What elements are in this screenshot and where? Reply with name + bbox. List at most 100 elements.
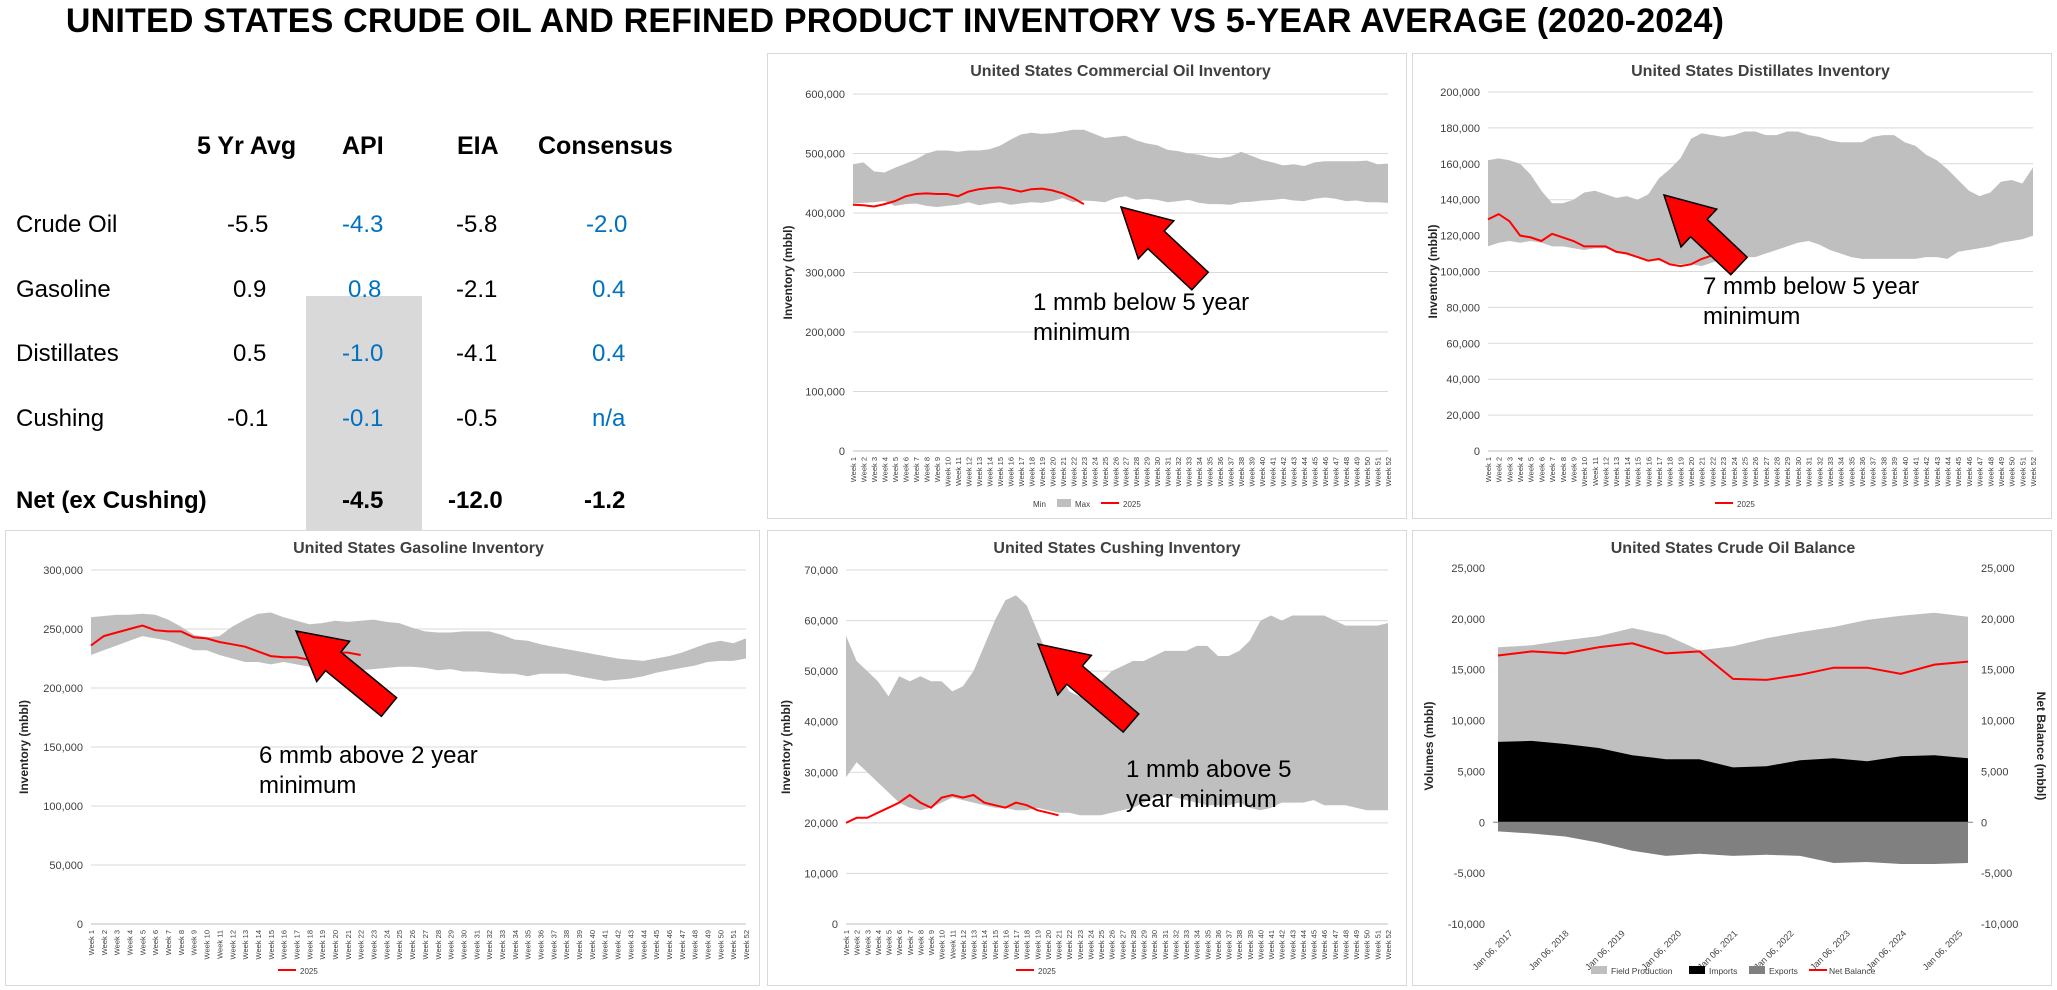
x-tick-label: Week 41 bbox=[1269, 457, 1278, 486]
x-tick-label: Week 31 bbox=[472, 930, 481, 959]
x-tick-label: Week 13 bbox=[241, 930, 250, 959]
x-tick-label: Week 16 bbox=[1644, 457, 1653, 486]
x-tick-label: Week 29 bbox=[447, 930, 456, 959]
annotation-text: year minimum bbox=[1126, 786, 1277, 813]
x-tick-label: Week 38 bbox=[562, 930, 571, 959]
x-tick-label: Week 25 bbox=[1101, 457, 1110, 486]
x-tick-label: Week 26 bbox=[408, 930, 417, 959]
y-tick-label: 25,000 bbox=[1451, 563, 1485, 575]
x-tick-label: Week 7 bbox=[1548, 457, 1557, 482]
gasoline-consensus: 0.4 bbox=[592, 276, 626, 303]
x-tick-label: Week 27 bbox=[1122, 457, 1131, 486]
x-tick-label: Week 25 bbox=[395, 930, 404, 959]
legend-2025-label: 2025 bbox=[1123, 500, 1141, 509]
x-tick-label: Week 23 bbox=[1719, 457, 1728, 486]
x-tick-label: Week 15 bbox=[267, 930, 276, 959]
header-consensus: Consensus bbox=[538, 132, 673, 160]
x-tick-label: Week 17 bbox=[292, 930, 301, 959]
x-tick-label: Jan 06, 2017 bbox=[1471, 928, 1515, 972]
x-tick-label: Week 9 bbox=[1569, 457, 1578, 482]
api-column-highlight bbox=[306, 296, 422, 554]
y-tick-label: 10,000 bbox=[1451, 716, 1485, 728]
x-tick-label: Week 12 bbox=[959, 930, 968, 959]
x-tick-label: Week 48 bbox=[1342, 457, 1351, 486]
y-tick-label-right: 20,000 bbox=[1981, 614, 2015, 626]
x-tick-label: Week 36 bbox=[1858, 457, 1867, 486]
x-tick-label: Week 45 bbox=[1954, 457, 1963, 486]
y-tick-label: 0 bbox=[839, 446, 845, 458]
x-tick-label: Week 41 bbox=[601, 930, 610, 959]
gasoline-avg: 0.9 bbox=[233, 276, 267, 303]
x-tick-label: Jan 06, 2025 bbox=[1921, 928, 1965, 972]
annotation-text: minimum bbox=[1703, 303, 1800, 330]
x-tick-label: Week 9 bbox=[927, 930, 936, 955]
x-tick-label: Week 1 bbox=[1484, 457, 1493, 482]
net-label: Net (ex Cushing) bbox=[16, 487, 207, 514]
y-tick-label: 20,000 bbox=[1451, 614, 1485, 626]
row-label-crude: Crude Oil bbox=[16, 211, 118, 238]
y-tick-label: 50,000 bbox=[804, 666, 838, 678]
x-tick-label: Week 13 bbox=[1612, 457, 1621, 486]
y-tick-label: 60,000 bbox=[804, 616, 838, 628]
x-tick-label: Week 43 bbox=[1290, 457, 1299, 486]
annotation-text: 7 mmb below 5 year bbox=[1703, 273, 1919, 300]
y-tick-label: 80,000 bbox=[1446, 302, 1480, 314]
y-axis-label: Inventory (mbbl) bbox=[17, 700, 31, 794]
net-eia: -12.0 bbox=[448, 487, 503, 514]
x-tick-label: Week 46 bbox=[1321, 457, 1330, 486]
y-tick-label: 60,000 bbox=[1446, 338, 1480, 350]
series-2025-line bbox=[852, 186, 1085, 208]
x-tick-label: Week 18 bbox=[1666, 457, 1675, 486]
x-tick-label: Week 4 bbox=[880, 457, 889, 482]
x-tick-label: Week 11 bbox=[215, 930, 224, 959]
x-tick-label: Week 42 bbox=[1279, 457, 1288, 486]
x-tick-label: Week 26 bbox=[1751, 457, 1760, 486]
x-tick-label: Week 43 bbox=[1288, 930, 1297, 959]
x-tick-label: Week 51 bbox=[1374, 457, 1383, 486]
x-tick-label: Week 12 bbox=[1602, 457, 1611, 486]
cushing-consensus: n/a bbox=[592, 405, 626, 432]
y-tick-label-right: 15,000 bbox=[1981, 665, 2015, 677]
annotation-text: 6 mmb above 2 year bbox=[259, 742, 478, 769]
row-label-cushing: Cushing bbox=[16, 405, 105, 432]
y-tick-label: 400,000 bbox=[805, 208, 845, 220]
chart-title: United States Crude Oil Balance bbox=[1611, 540, 1856, 557]
x-tick-label: Week 1 bbox=[849, 457, 858, 482]
distillates-consensus: 0.4 bbox=[592, 340, 626, 367]
x-tick-label: Week 20 bbox=[1687, 457, 1696, 486]
x-tick-label: Week 44 bbox=[1944, 457, 1953, 486]
x-tick-label: Week 39 bbox=[1248, 457, 1257, 486]
x-tick-label: Week 48 bbox=[1986, 457, 1995, 486]
y-tick-label-right: 5,000 bbox=[1981, 766, 2009, 778]
y-tick-label-right: -5,000 bbox=[1981, 868, 2012, 880]
distillates-eia: -4.1 bbox=[456, 340, 498, 367]
x-tick-label: Week 33 bbox=[498, 930, 507, 959]
cushing-eia: -0.5 bbox=[456, 405, 498, 432]
x-tick-label: Week 34 bbox=[1837, 457, 1846, 486]
x-tick-label: Week 28 bbox=[1773, 457, 1782, 486]
x-tick-label: Week 46 bbox=[1320, 930, 1329, 959]
x-tick-label: Week 22 bbox=[1065, 930, 1074, 959]
x-tick-label: Week 4 bbox=[874, 930, 883, 955]
x-tick-label: Week 42 bbox=[1278, 930, 1287, 959]
x-tick-label: Week 24 bbox=[382, 930, 391, 959]
x-tick-label: Week 17 bbox=[1012, 930, 1021, 959]
y-tick-label: 100,000 bbox=[43, 801, 83, 813]
x-tick-label: Week 3 bbox=[863, 930, 872, 955]
y-tick-label: -10,000 bbox=[1448, 919, 1485, 931]
x-tick-label: Week 2 bbox=[853, 930, 862, 955]
x-tick-label: Week 49 bbox=[703, 930, 712, 959]
x-tick-label: Week 36 bbox=[537, 930, 546, 959]
x-tick-label: Week 11 bbox=[1591, 457, 1600, 486]
annotation-arrow bbox=[1036, 642, 1140, 734]
legend-imports-label: Imports bbox=[1709, 966, 1737, 976]
x-tick-label: Week 52 bbox=[742, 930, 751, 959]
net-api: -4.5 bbox=[342, 487, 384, 514]
cushing-chart: United States Cushing Inventory Inventory… bbox=[767, 530, 1407, 986]
chart-title: United States Gasoline Inventory bbox=[293, 540, 544, 557]
y-tick-label: 200,000 bbox=[805, 327, 845, 339]
annotation-arrow bbox=[294, 630, 398, 718]
x-tick-label: Week 38 bbox=[1879, 457, 1888, 486]
x-tick-label: Week 45 bbox=[1310, 930, 1319, 959]
header-5yr-avg: 5 Yr Avg bbox=[197, 132, 297, 160]
